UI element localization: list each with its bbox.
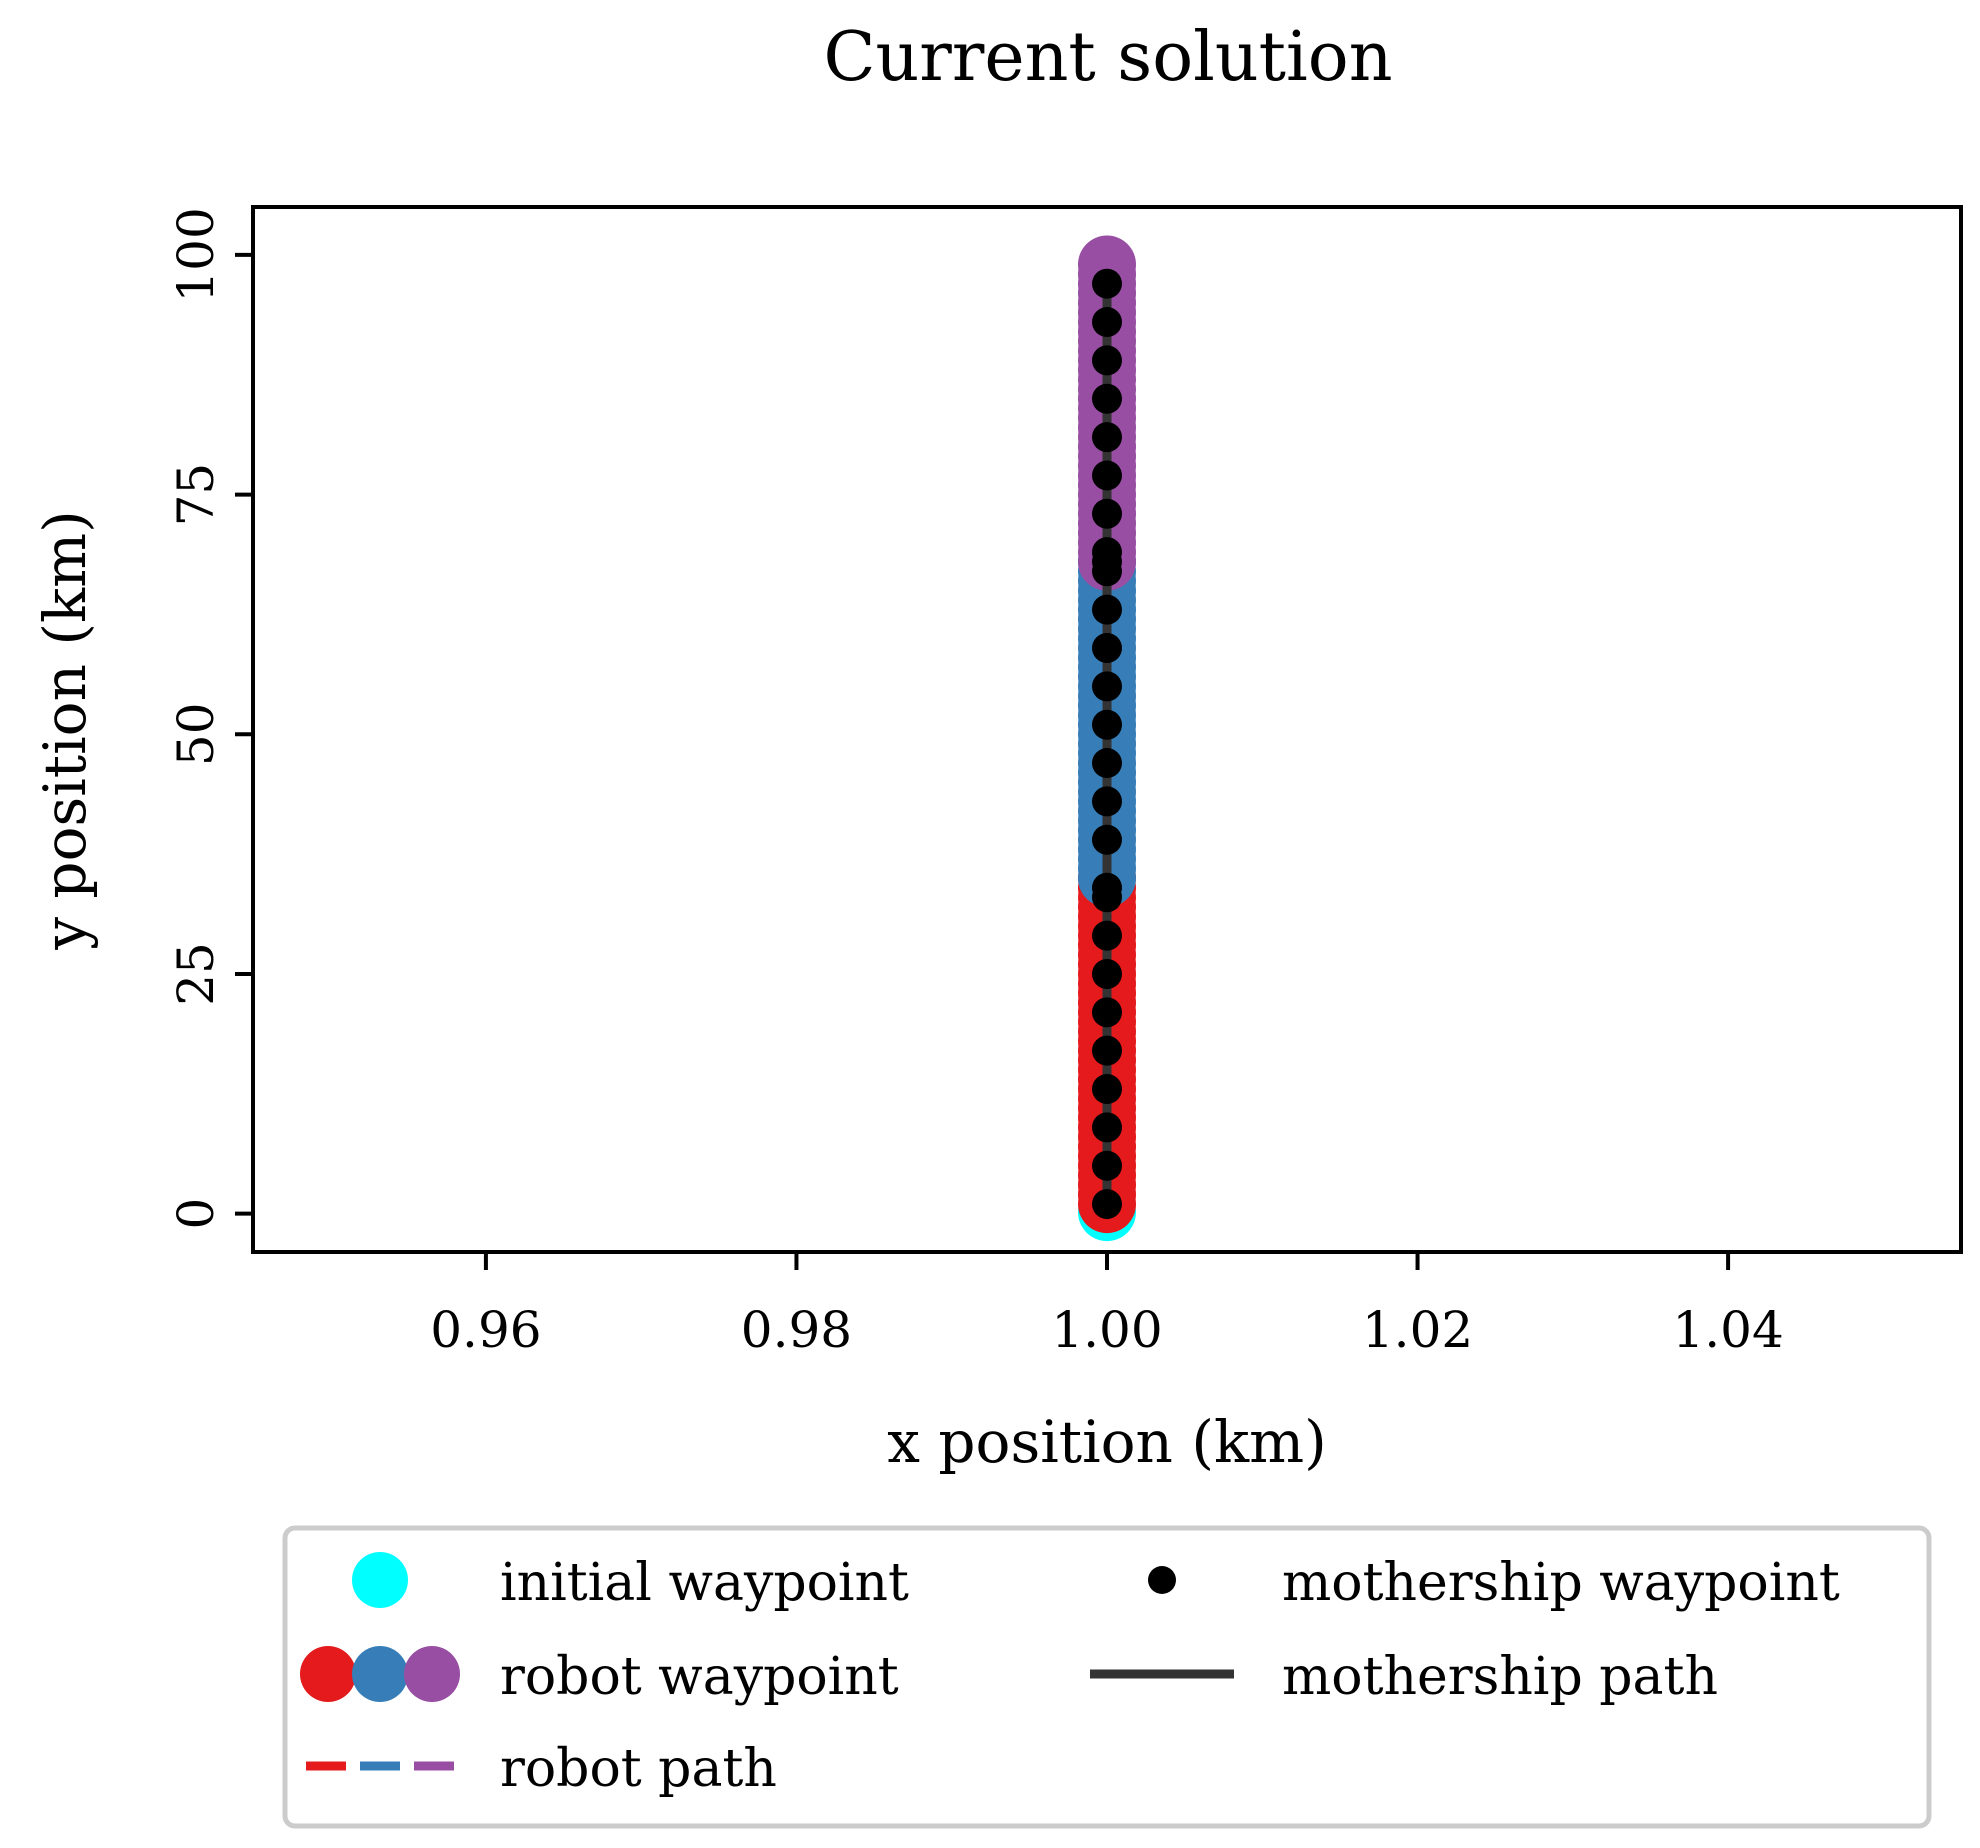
mothership-waypoint-point — [1092, 268, 1122, 299]
mothership-waypoint-point — [1092, 1035, 1122, 1066]
mothership-waypoint-point — [1092, 1112, 1122, 1143]
mothership-waypoint-point — [1092, 958, 1122, 989]
legend-robot-waypoint-marker-blue — [352, 1646, 408, 1702]
legend-robot-waypoint-marker-purple — [404, 1646, 460, 1702]
legend-mothership-waypoint-marker — [1148, 1566, 1176, 1594]
x-axis-label: x position (km) — [887, 1408, 1326, 1476]
mothership-waypoint-point — [1092, 1074, 1122, 1105]
x-tick-label: 1.00 — [1051, 1301, 1162, 1359]
mothership-waypoint-point — [1092, 671, 1122, 702]
y-axis: 0 25 50 75 100 — [167, 207, 253, 1230]
mothership-waypoint-point — [1092, 709, 1122, 740]
legend-robot-waypoint-marker-red — [300, 1646, 356, 1702]
mothership-waypoint-point — [1092, 422, 1122, 453]
mothership-waypoint-point — [1092, 1189, 1122, 1220]
mothership-waypoint-point — [1092, 594, 1122, 625]
chart-title: Current solution — [823, 18, 1392, 97]
y-tick-label: 75 — [167, 463, 225, 527]
mothership-waypoint-point — [1092, 498, 1122, 529]
mothership-waypoint-point — [1092, 997, 1122, 1028]
y-tick-label: 100 — [167, 207, 225, 302]
y-tick-label: 50 — [167, 702, 225, 766]
mothership-waypoint-point — [1092, 824, 1122, 855]
y-tick-label: 0 — [167, 1198, 225, 1230]
plot-area — [1078, 235, 1136, 1242]
robot-waypoint-point-purple — [1078, 235, 1136, 294]
mothership-waypoint-point — [1092, 633, 1122, 664]
x-tick-label: 0.96 — [430, 1301, 541, 1359]
legend-initial-waypoint-label: initial waypoint — [500, 1553, 909, 1613]
mothership-waypoint-point — [1092, 748, 1122, 779]
legend-mothership-waypoint-label: mothership waypoint — [1282, 1553, 1840, 1613]
x-axis: 0.96 0.98 1.00 1.02 1.04 — [430, 1252, 1784, 1359]
legend: initial waypoint robot waypoint robot pa… — [282, 1525, 1932, 1829]
x-tick-label: 1.04 — [1672, 1301, 1783, 1359]
mothership-waypoint-point — [1092, 460, 1122, 491]
x-tick-label: 1.02 — [1362, 1301, 1473, 1359]
legend-robot-path-label: robot path — [500, 1739, 777, 1799]
mothership-waypoint-point — [1092, 872, 1122, 903]
mothership-waypoint-point — [1092, 1150, 1122, 1181]
mothership-waypoint-point — [1092, 383, 1122, 414]
x-tick-label: 0.98 — [741, 1301, 852, 1359]
mothership-waypoint-point — [1092, 920, 1122, 951]
legend-mothership-path-label: mothership path — [1282, 1647, 1718, 1707]
mothership-waypoint-point — [1092, 537, 1122, 568]
legend-initial-waypoint-marker — [352, 1552, 408, 1608]
legend-robot-waypoint-label: robot waypoint — [500, 1647, 899, 1707]
y-axis-label: y position (km) — [31, 510, 99, 951]
mothership-waypoint-point — [1092, 307, 1122, 338]
mothership-waypoint-point — [1092, 345, 1122, 376]
y-tick-label: 25 — [167, 942, 225, 1006]
mothership-waypoint-point — [1092, 786, 1122, 817]
